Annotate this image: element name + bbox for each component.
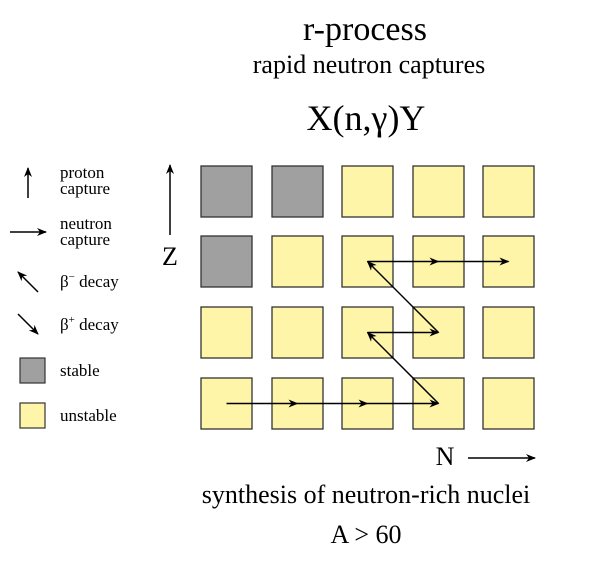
unstable-nuclide-cell <box>200 306 253 359</box>
subtitle: rapid neutron captures <box>253 50 485 79</box>
process-path <box>226 257 510 408</box>
legend-unstable: unstable <box>60 406 117 425</box>
nuclide-grid <box>200 165 535 430</box>
beta-decay-arrow-icon <box>366 331 440 405</box>
unstable-swatch <box>19 402 46 429</box>
stable-nuclide-cell <box>200 165 253 218</box>
beta-plus-arrow-icon <box>17 313 39 335</box>
stable-nuclide-cell <box>200 235 253 288</box>
legend-proton-line2: capture <box>60 179 110 198</box>
legend-beta-plus: β+ decay <box>60 314 119 334</box>
z-axis-label: Z <box>162 242 178 271</box>
legend-neutron-line1: neutron <box>60 214 112 233</box>
title: r-process <box>303 11 427 48</box>
legend: proton capture neutron capture β− decay … <box>10 163 119 429</box>
reaction-formula: X(n,γ)Y <box>307 98 426 138</box>
footer-line1: synthesis of neutron-rich nuclei <box>202 480 531 509</box>
n-axis-label: N <box>436 442 455 471</box>
unstable-nuclide-cell <box>482 306 535 359</box>
unstable-nuclide-cell <box>412 165 465 218</box>
legend-stable: stable <box>60 361 100 380</box>
legend-neutron-line2: capture <box>60 230 110 249</box>
unstable-nuclide-cell <box>341 165 394 218</box>
beta-decay-arrow-icon <box>366 260 440 334</box>
unstable-nuclide-cell <box>482 165 535 218</box>
stable-swatch <box>19 357 46 384</box>
footer-line2: A > 60 <box>330 520 401 549</box>
unstable-nuclide-cell <box>271 235 324 288</box>
beta-minus-arrow-icon <box>17 271 39 293</box>
legend-beta-minus: β− decay <box>60 271 119 291</box>
unstable-nuclide-cell <box>482 377 535 430</box>
stable-nuclide-cell <box>271 165 324 218</box>
unstable-nuclide-cell <box>271 306 324 359</box>
legend-proton-line1: proton <box>60 163 105 182</box>
